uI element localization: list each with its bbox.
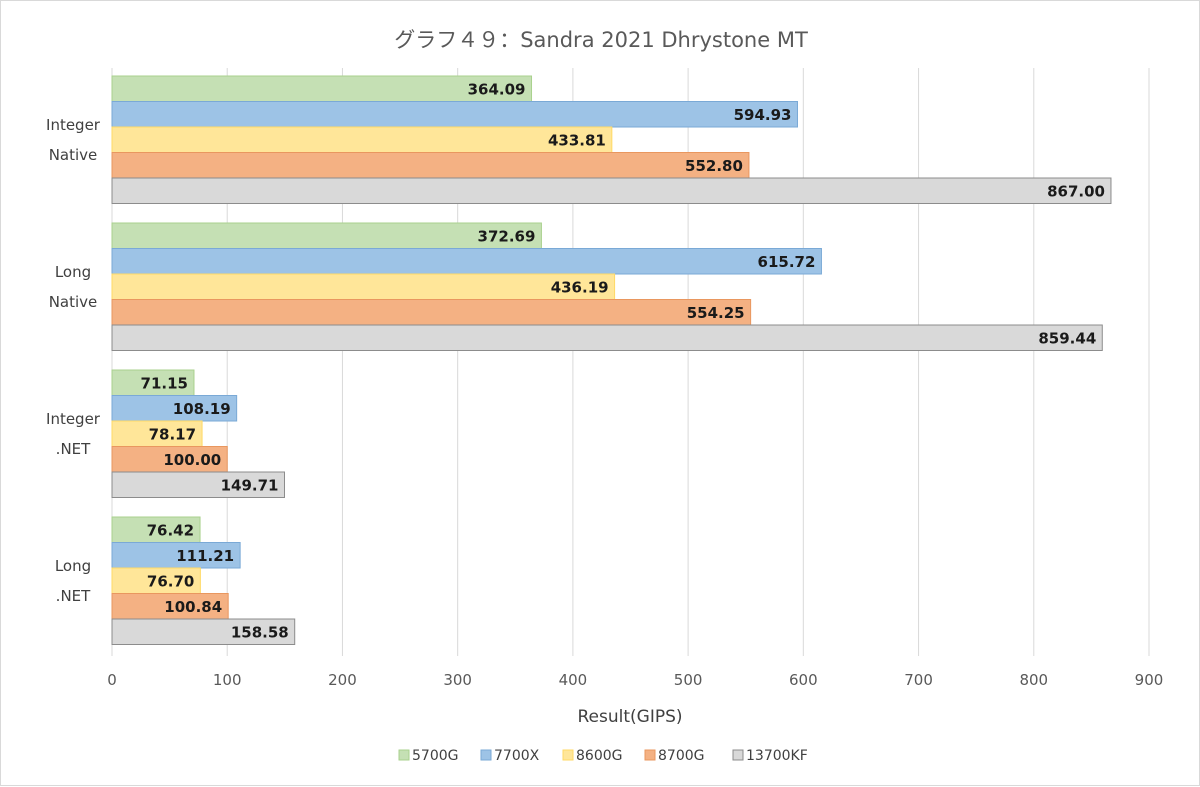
data-label: 615.72 (758, 253, 816, 271)
bar-7700X (111, 248, 822, 275)
bar-7700X (111, 395, 238, 422)
data-label: 436.19 (551, 278, 609, 296)
x-tick-label: 900 (1135, 671, 1164, 689)
legend-label: 8600G (576, 748, 622, 764)
bar-series: 364.09 594.93 433.81 552.80 867.00 372.69 615.… (111, 75, 1112, 645)
category-label-line1: Integer (46, 116, 101, 134)
data-label: 76.70 (147, 572, 194, 590)
bar-13700KF (111, 177, 1112, 204)
chart-title: グラフ４９：Sandra 2021 Dhrystone MT (394, 28, 808, 52)
legend: 5700G 7700X 8600G 8700G 13700KF (398, 748, 808, 764)
x-tick-label: 0 (107, 671, 117, 689)
data-label: 108.19 (173, 400, 231, 418)
bar-13700KF (111, 471, 285, 498)
bar-7700X (111, 101, 798, 128)
x-axis-title: Result(GIPS) (577, 707, 682, 727)
data-label: 364.09 (468, 80, 526, 98)
data-label: 552.80 (685, 157, 743, 175)
legend-swatch-5700G (398, 749, 410, 761)
data-label: 594.93 (734, 106, 792, 124)
data-label: 71.15 (141, 374, 188, 392)
bar-13700KF (111, 324, 1103, 351)
legend-label: 7700X (494, 748, 540, 764)
bar-8600G (111, 420, 203, 447)
data-label: 76.42 (147, 521, 194, 539)
bar-8600G (111, 126, 613, 153)
data-label: 859.44 (1038, 329, 1096, 347)
x-tick-labels: 0 100 200 300 400 500 600 700 800 900 (107, 671, 1163, 689)
data-label: 554.25 (687, 304, 745, 322)
x-tick-label: 800 (1019, 671, 1048, 689)
data-label: 433.81 (548, 131, 606, 149)
category-label-line2: Native (49, 293, 98, 311)
x-tick-label: 700 (904, 671, 933, 689)
bar-5700G (111, 75, 533, 102)
category-label-line1: Long (55, 557, 91, 575)
bar-8600G (111, 567, 201, 594)
x-tick-label: 600 (789, 671, 818, 689)
bar-7700X (111, 542, 241, 569)
data-label: 158.58 (231, 623, 289, 641)
data-label: 100.00 (163, 451, 221, 469)
category-label-line1: Long (55, 263, 91, 281)
bar-8600G (111, 273, 616, 300)
x-tick-label: 400 (559, 671, 588, 689)
category-label-line2: .NET (56, 440, 91, 458)
x-tick-label: 300 (443, 671, 472, 689)
bar-8700G (111, 152, 750, 179)
x-tick-label: 500 (674, 671, 703, 689)
legend-swatch-7700X (480, 749, 492, 761)
data-label: 149.71 (221, 476, 279, 494)
category-labels: Integer Native Long Native Integer .NET Long .N… (46, 116, 101, 605)
data-label: 111.21 (176, 547, 234, 565)
x-tick-label: 200 (328, 671, 357, 689)
bar-8700G (111, 446, 228, 473)
category-label-line2: Native (49, 146, 98, 164)
category-label-line2: .NET (56, 587, 91, 605)
bar-5700G (111, 222, 542, 249)
category-label-line1: Integer (46, 410, 101, 428)
bar-8700G (111, 299, 752, 326)
legend-swatch-8600G (562, 749, 574, 761)
legend-label: 8700G (658, 748, 704, 764)
legend-swatch-8700G (644, 749, 656, 761)
bar-13700KF (111, 618, 296, 645)
data-label: 372.69 (478, 227, 536, 245)
data-label: 78.17 (149, 425, 196, 443)
data-label: 867.00 (1047, 182, 1105, 200)
legend-swatch-13700KF (732, 749, 744, 761)
legend-label: 5700G (412, 748, 458, 764)
x-tick-label: 100 (213, 671, 242, 689)
data-label: 100.84 (164, 598, 222, 616)
legend-label: 13700KF (746, 748, 808, 764)
